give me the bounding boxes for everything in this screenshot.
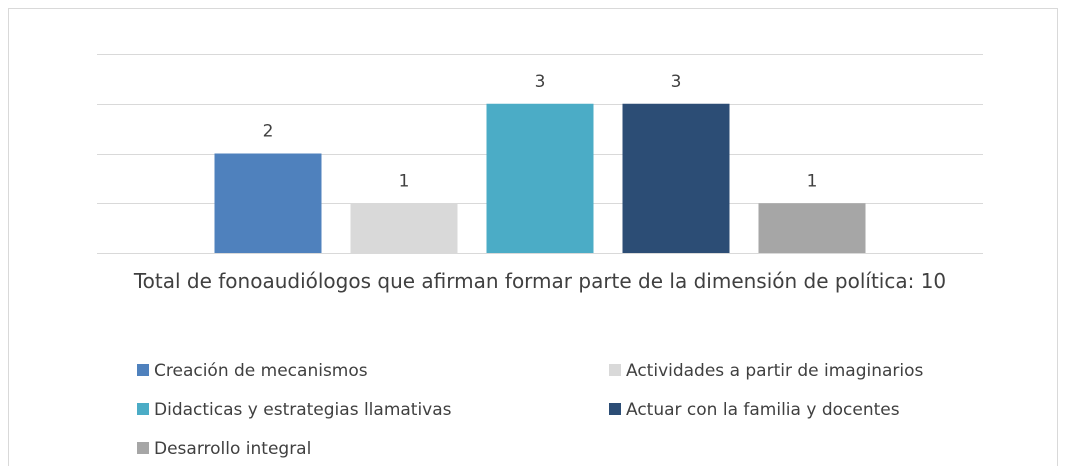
bar (350, 203, 458, 253)
legend-label: Actuar con la familia y docentes (626, 400, 900, 420)
bar (214, 153, 322, 253)
legend-swatch (137, 442, 149, 454)
data-label: 3 (535, 72, 546, 92)
chart-border (8, 8, 1058, 466)
legend-label: Actividades a partir de imaginarios (626, 361, 924, 381)
data-label: 1 (399, 171, 410, 191)
bar (486, 103, 594, 253)
legend-swatch (137, 403, 149, 415)
bar (758, 203, 866, 253)
category-label: Total de fonoaudiólogos que afirman form… (133, 269, 947, 293)
legend-swatch (609, 403, 621, 415)
legend-label: Desarrollo integral (154, 439, 311, 459)
data-label: 3 (671, 72, 682, 92)
legend-swatch (137, 364, 149, 376)
data-label: 2 (263, 122, 274, 142)
legend-label: Didacticas y estrategias llamativas (154, 400, 452, 420)
bar (622, 103, 730, 253)
legend-label: Creación de mecanismos (154, 361, 368, 381)
legend-swatch (609, 364, 621, 376)
data-label: 1 (807, 171, 818, 191)
